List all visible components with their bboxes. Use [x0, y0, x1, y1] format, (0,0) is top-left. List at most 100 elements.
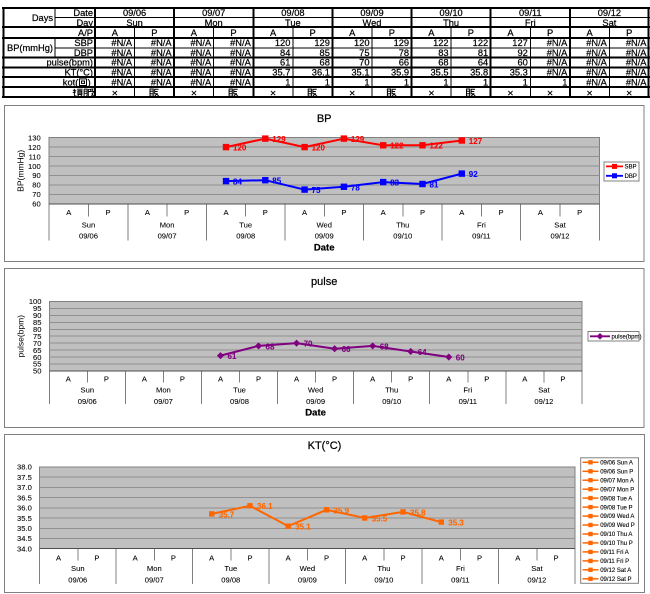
svg-text:#N/A: #N/A [586, 78, 607, 88]
svg-text:90: 90 [32, 171, 40, 180]
svg-text:×: × [547, 88, 553, 100]
svg-text:09/12: 09/12 [527, 576, 546, 585]
svg-text:A: A [142, 375, 148, 384]
svg-text:68: 68 [266, 342, 275, 351]
svg-text:92: 92 [469, 170, 478, 179]
svg-text:DBP: DBP [74, 48, 93, 58]
svg-text:68: 68 [380, 342, 389, 351]
svg-text:09/07: 09/07 [202, 8, 225, 18]
svg-text:#N/A: #N/A [230, 58, 251, 68]
svg-text:A: A [56, 553, 62, 562]
svg-text:09/09: 09/09 [360, 8, 383, 18]
svg-text:#N/A: #N/A [626, 78, 647, 88]
svg-text:A: A [145, 208, 151, 217]
svg-text:#N/A: #N/A [111, 78, 132, 88]
svg-text:#N/A: #N/A [111, 38, 132, 48]
svg-text:Sat: Sat [602, 18, 616, 28]
svg-text:#N/A: #N/A [191, 48, 212, 58]
svg-text:SBP: SBP [625, 165, 637, 171]
svg-text:A: A [439, 553, 445, 562]
svg-text:120: 120 [275, 38, 291, 48]
svg-text:35.1: 35.1 [295, 523, 311, 532]
svg-text:DBP: DBP [625, 174, 637, 180]
svg-text:35.1: 35.1 [351, 68, 369, 78]
svg-text:#N/A: #N/A [586, 68, 607, 78]
svg-text:#N/A: #N/A [547, 38, 568, 48]
svg-text:92: 92 [517, 48, 527, 58]
svg-text:#N/A: #N/A [626, 58, 647, 68]
svg-text:09/06: 09/06 [79, 232, 98, 241]
svg-text:P: P [484, 375, 489, 384]
svg-text:A: A [191, 28, 198, 38]
svg-text:35.0: 35.0 [17, 524, 32, 533]
svg-text:×: × [112, 88, 118, 100]
svg-text:83: 83 [390, 179, 399, 188]
svg-text:A: A [515, 553, 521, 562]
svg-text:#N/A: #N/A [626, 68, 647, 78]
svg-text:P: P [180, 375, 185, 384]
svg-text:09/07 Mon P: 09/07 Mon P [600, 487, 634, 493]
svg-text:120: 120 [233, 144, 247, 153]
svg-text:#N/A: #N/A [586, 58, 607, 68]
svg-text:09/07: 09/07 [145, 576, 164, 585]
svg-text:P: P [626, 28, 632, 38]
svg-text:P: P [332, 375, 337, 384]
svg-text:×: × [191, 88, 197, 100]
svg-text:70: 70 [304, 340, 313, 349]
svg-text:P: P [151, 28, 157, 38]
svg-text:35.5: 35.5 [372, 515, 388, 524]
svg-text:09/06 Sun P: 09/06 Sun P [600, 469, 633, 475]
svg-text:35.8: 35.8 [410, 508, 426, 517]
svg-text:64: 64 [478, 58, 488, 68]
svg-text:09/09 Wed A: 09/09 Wed A [600, 514, 634, 520]
svg-text:Wed: Wed [300, 564, 315, 573]
svg-text:61: 61 [280, 58, 290, 68]
svg-text:70: 70 [33, 339, 41, 348]
svg-text:130: 130 [28, 133, 41, 142]
svg-text:127: 127 [469, 137, 483, 146]
svg-text:127: 127 [512, 38, 528, 48]
svg-text:SBP: SBP [74, 38, 93, 48]
svg-text:P: P [171, 553, 176, 562]
svg-text:A: A [66, 208, 72, 217]
svg-text:Sun: Sun [82, 220, 96, 229]
svg-text:P: P [309, 28, 315, 38]
svg-text:35.3: 35.3 [510, 68, 528, 78]
svg-text:09/11 Fri P: 09/11 Fri P [600, 559, 629, 565]
svg-text:Wed: Wed [308, 385, 323, 394]
svg-text:Thu: Thu [377, 564, 390, 573]
svg-text:129: 129 [351, 135, 365, 144]
svg-text:36.1: 36.1 [312, 68, 330, 78]
svg-text:A: A [133, 553, 139, 562]
svg-text:09/10: 09/10 [382, 397, 401, 406]
svg-text:120: 120 [354, 38, 370, 48]
svg-text:09/09: 09/09 [315, 232, 334, 241]
svg-text:P: P [256, 375, 261, 384]
svg-text:09/11 Fri A: 09/11 Fri A [600, 550, 629, 556]
svg-text:85: 85 [320, 48, 330, 58]
svg-text:75: 75 [312, 186, 321, 195]
svg-text:100: 100 [29, 297, 42, 306]
svg-text:81: 81 [430, 180, 439, 189]
svg-text:#N/A: #N/A [586, 48, 607, 58]
svg-text:#N/A: #N/A [547, 48, 568, 58]
svg-text:66: 66 [399, 58, 409, 68]
svg-text:09/11: 09/11 [472, 232, 490, 241]
svg-text:#N/A: #N/A [191, 78, 212, 88]
svg-text:09/10: 09/10 [439, 8, 462, 18]
svg-text:09/11: 09/11 [459, 397, 477, 406]
svg-text:KT(°C): KT(°C) [64, 68, 93, 78]
svg-text:35.8: 35.8 [470, 68, 488, 78]
svg-text:Date: Date [314, 243, 335, 254]
svg-text:Sun: Sun [71, 564, 85, 573]
svg-text:61: 61 [228, 352, 237, 361]
svg-text:Fri: Fri [463, 385, 472, 394]
svg-text:09/09: 09/09 [298, 576, 317, 585]
svg-text:#N/A: #N/A [230, 38, 251, 48]
svg-text:66: 66 [342, 345, 351, 354]
svg-text:50: 50 [33, 367, 41, 376]
svg-text:09/10: 09/10 [374, 576, 393, 585]
svg-text:100: 100 [28, 162, 41, 171]
svg-text:#N/A: #N/A [151, 58, 172, 68]
svg-text:36.0: 36.0 [17, 504, 32, 513]
